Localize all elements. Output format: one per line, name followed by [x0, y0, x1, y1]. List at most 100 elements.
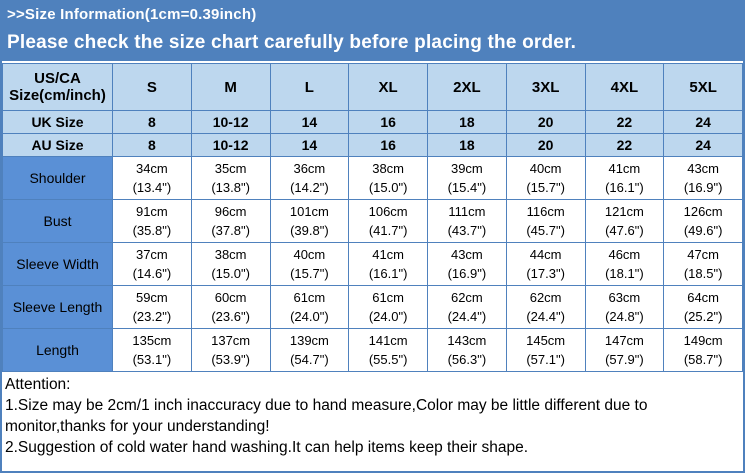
- measure-cell: 34cm (13.4"): [112, 156, 192, 200]
- measure-cell: 101cm (39.8"): [269, 199, 350, 243]
- corner-header: US/CA Size(cm/inch): [2, 63, 113, 111]
- size-cell: 8: [112, 110, 192, 134]
- row-label-au-size: AU Size: [2, 133, 113, 157]
- cm-value: 62cm: [529, 290, 562, 305]
- header-size-2xl: 2XL: [427, 63, 507, 111]
- sleeve-width-row: Sleeve Width 37cm (14.6") 38cm (15.0") 40c…: [2, 242, 743, 286]
- cm-value: 149cm: [683, 333, 723, 348]
- measure-cell: 141cm (55.5"): [348, 328, 428, 372]
- cm-value: 59cm: [135, 290, 168, 305]
- table-header-row: US/CA Size(cm/inch) S M L XL 2XL 3XL 4XL…: [2, 63, 743, 111]
- inch-value: (58.7"): [683, 352, 723, 367]
- inch-value: (49.6"): [683, 223, 723, 238]
- size-cell: 22: [584, 110, 665, 134]
- size-cell: 10-12: [190, 110, 271, 134]
- cm-value: 61cm: [372, 290, 405, 305]
- cm-value: 62cm: [450, 290, 483, 305]
- measure-cell: 91cm (35.8"): [112, 199, 192, 243]
- measure-cell: 96cm (37.8"): [190, 199, 271, 243]
- measure-cell: 46cm (18.1"): [584, 242, 665, 286]
- header-size-l: L: [269, 63, 350, 111]
- measure-cell: 59cm (23.2"): [112, 285, 192, 329]
- size-cell: 24: [663, 133, 743, 157]
- inch-value: (16.1"): [605, 180, 644, 195]
- inch-value: (15.4"): [447, 180, 487, 195]
- cm-value: 145cm: [526, 333, 566, 348]
- inch-value: (24.4"): [526, 309, 565, 324]
- cm-value: 37cm: [135, 247, 168, 262]
- cm-value: 60cm: [214, 290, 247, 305]
- inch-value: (13.4"): [132, 180, 172, 195]
- cm-value: 39cm: [450, 161, 483, 176]
- inch-value: (18.1"): [605, 266, 644, 281]
- inch-value: (37.8"): [211, 223, 250, 238]
- inch-value: (23.2"): [132, 309, 172, 324]
- measure-cell: 62cm (24.4"): [505, 285, 586, 329]
- inch-value: (53.1"): [132, 352, 172, 367]
- cm-value: 43cm: [450, 247, 483, 262]
- header-size-3xl: 3XL: [505, 63, 586, 111]
- measure-cell: 145cm (57.1"): [505, 328, 586, 372]
- cm-value: 38cm: [214, 247, 247, 262]
- measure-cell: 62cm (24.4"): [427, 285, 507, 329]
- inch-value: (17.3"): [526, 266, 565, 281]
- inch-value: (15.0"): [368, 180, 408, 195]
- measure-cell: 147cm (57.9"): [584, 328, 665, 372]
- header-size-m: M: [190, 63, 271, 111]
- cm-value: 64cm: [687, 290, 720, 305]
- measure-cell: 135cm (53.1"): [112, 328, 192, 372]
- header-size-5xl: 5XL: [663, 63, 743, 111]
- cm-value: 147cm: [604, 333, 644, 348]
- cm-value: 34cm: [135, 161, 168, 176]
- shoulder-row: Shoulder 34cm (13.4") 35cm (13.8") 36cm (14…: [2, 156, 743, 200]
- banner-title: >>Size Information(1cm=0.39inch): [7, 6, 257, 23]
- inch-value: (45.7"): [526, 223, 565, 238]
- size-cell: 18: [427, 110, 507, 134]
- length-row: Length 135cm (53.1") 137cm (53.9") 139cm (5…: [2, 328, 743, 372]
- inch-value: (39.8"): [290, 223, 329, 238]
- cm-value: 106cm: [368, 204, 408, 219]
- measure-cell: 60cm (23.6"): [190, 285, 271, 329]
- measure-cell: 38cm (15.0"): [190, 242, 271, 286]
- measure-cell: 44cm (17.3"): [505, 242, 586, 286]
- measure-cell: 39cm (15.4"): [427, 156, 507, 200]
- cm-value: 38cm: [372, 161, 405, 176]
- inch-value: (24.0"): [290, 309, 329, 324]
- cm-value: 121cm: [604, 204, 644, 219]
- measure-cell: 139cm (54.7"): [269, 328, 350, 372]
- size-cell: 16: [348, 110, 428, 134]
- cm-value: 40cm: [293, 247, 326, 262]
- inch-value: (24.4"): [447, 309, 487, 324]
- size-cell: 8: [112, 133, 192, 157]
- inch-value: (23.6"): [211, 309, 250, 324]
- banner-subtitle: Please check the size chart carefully be…: [7, 32, 577, 53]
- attention-note-1: 1.Size may be 2cm/1 inch inaccuracy due …: [5, 397, 648, 435]
- bust-row: Bust 91cm (35.8") 96cm (37.8") 101cm (39.8"…: [2, 199, 743, 243]
- uk-size-row: UK Size 8 10-12 14 16 18 20 22 24: [2, 110, 743, 134]
- cm-value: 46cm: [608, 247, 641, 262]
- au-size-row: AU Size 8 10-12 14 16 18 20 22 24: [2, 133, 743, 157]
- inch-value: (16.1"): [368, 266, 408, 281]
- measure-cell: 61cm (24.0"): [269, 285, 350, 329]
- size-table: US/CA Size(cm/inch) S M L XL 2XL 3XL 4XL…: [2, 63, 743, 372]
- size-cell: 18: [427, 133, 507, 157]
- inch-value: (15.0"): [211, 266, 250, 281]
- measure-cell: 137cm (53.9"): [190, 328, 271, 372]
- inch-value: (13.8"): [211, 180, 250, 195]
- measure-cell: 36cm (14.2"): [269, 156, 350, 200]
- cm-value: 139cm: [289, 333, 329, 348]
- measure-cell: 121cm (47.6"): [584, 199, 665, 243]
- measure-cell: 37cm (14.6"): [112, 242, 192, 286]
- cm-value: 44cm: [529, 247, 562, 262]
- inch-value: (15.7"): [526, 180, 565, 195]
- inch-value: (43.7"): [447, 223, 487, 238]
- cm-value: 111cm: [448, 204, 486, 219]
- measure-cell: 43cm (16.9"): [663, 156, 743, 200]
- cm-value: 96cm: [214, 204, 247, 219]
- inch-value: (18.5"): [683, 266, 723, 281]
- attention-title: Attention:: [5, 376, 71, 393]
- measure-cell: 47cm (18.5"): [663, 242, 743, 286]
- size-cell: 16: [348, 133, 428, 157]
- measure-cell: 41cm (16.1"): [348, 242, 428, 286]
- cm-value: 101cm: [289, 204, 329, 219]
